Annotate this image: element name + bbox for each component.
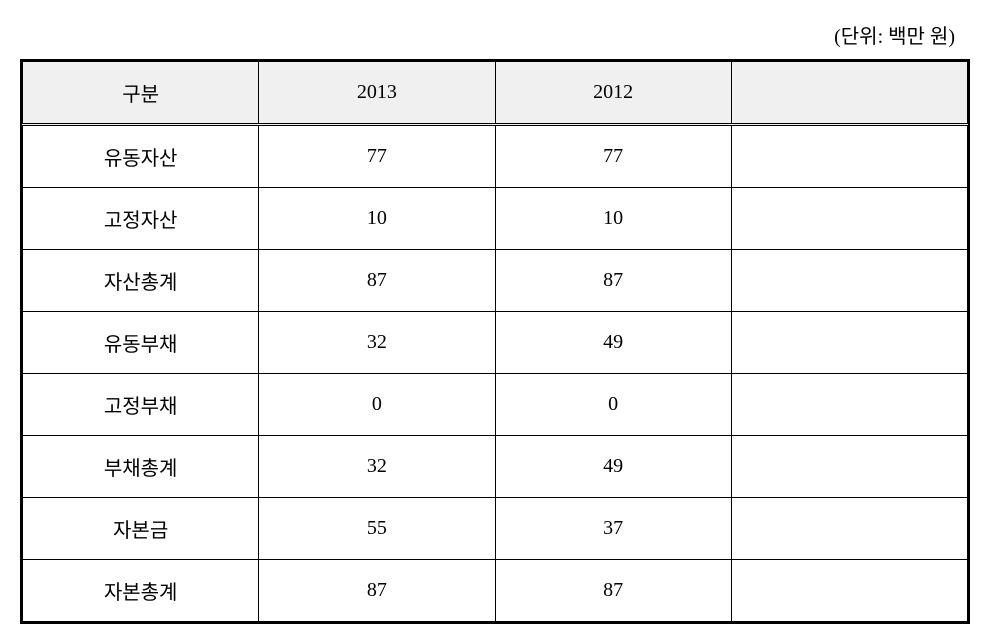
column-header-empty bbox=[731, 62, 967, 125]
row-value-extra bbox=[731, 125, 967, 188]
table-row: 유동자산 77 77 bbox=[23, 125, 968, 188]
row-label: 고정자산 bbox=[23, 188, 259, 250]
table-row: 유동부채 32 49 bbox=[23, 312, 968, 374]
row-value-extra bbox=[731, 250, 967, 312]
table-body: 유동자산 77 77 고정자산 10 10 자산총계 87 87 유동부채 32… bbox=[23, 125, 968, 622]
row-value-extra bbox=[731, 498, 967, 560]
row-value-2013: 32 bbox=[259, 312, 495, 374]
row-label: 부채총계 bbox=[23, 436, 259, 498]
row-value-2013: 87 bbox=[259, 560, 495, 622]
table-row: 부채총계 32 49 bbox=[23, 436, 968, 498]
row-value-2013: 87 bbox=[259, 250, 495, 312]
row-label: 자본금 bbox=[23, 498, 259, 560]
table-row: 자본총계 87 87 bbox=[23, 560, 968, 622]
row-value-2012: 10 bbox=[495, 188, 731, 250]
row-value-2012: 49 bbox=[495, 436, 731, 498]
row-label: 자산총계 bbox=[23, 250, 259, 312]
row-label: 고정부채 bbox=[23, 374, 259, 436]
row-value-2012: 77 bbox=[495, 125, 731, 188]
table-row: 자본금 55 37 bbox=[23, 498, 968, 560]
row-value-extra bbox=[731, 312, 967, 374]
financial-table: 구분 2013 2012 유동자산 77 77 고정자산 10 10 자산총계 … bbox=[22, 61, 968, 622]
row-value-extra bbox=[731, 188, 967, 250]
table-row: 자산총계 87 87 bbox=[23, 250, 968, 312]
row-label: 유동자산 bbox=[23, 125, 259, 188]
table-header-row: 구분 2013 2012 bbox=[23, 62, 968, 125]
row-value-2013: 0 bbox=[259, 374, 495, 436]
row-value-2013: 77 bbox=[259, 125, 495, 188]
row-value-2013: 55 bbox=[259, 498, 495, 560]
row-value-2013: 10 bbox=[259, 188, 495, 250]
row-value-extra bbox=[731, 560, 967, 622]
row-value-2013: 32 bbox=[259, 436, 495, 498]
financial-table-container: 구분 2013 2012 유동자산 77 77 고정자산 10 10 자산총계 … bbox=[20, 59, 970, 624]
row-label: 유동부채 bbox=[23, 312, 259, 374]
column-header-2012: 2012 bbox=[495, 62, 731, 125]
row-label: 자본총계 bbox=[23, 560, 259, 622]
column-header-2013: 2013 bbox=[259, 62, 495, 125]
row-value-extra bbox=[731, 436, 967, 498]
row-value-2012: 49 bbox=[495, 312, 731, 374]
column-header-category: 구분 bbox=[23, 62, 259, 125]
row-value-extra bbox=[731, 374, 967, 436]
row-value-2012: 87 bbox=[495, 250, 731, 312]
unit-label: (단위: 백만 원) bbox=[20, 20, 970, 49]
row-value-2012: 0 bbox=[495, 374, 731, 436]
row-value-2012: 87 bbox=[495, 560, 731, 622]
table-row: 고정부채 0 0 bbox=[23, 374, 968, 436]
row-value-2012: 37 bbox=[495, 498, 731, 560]
table-row: 고정자산 10 10 bbox=[23, 188, 968, 250]
